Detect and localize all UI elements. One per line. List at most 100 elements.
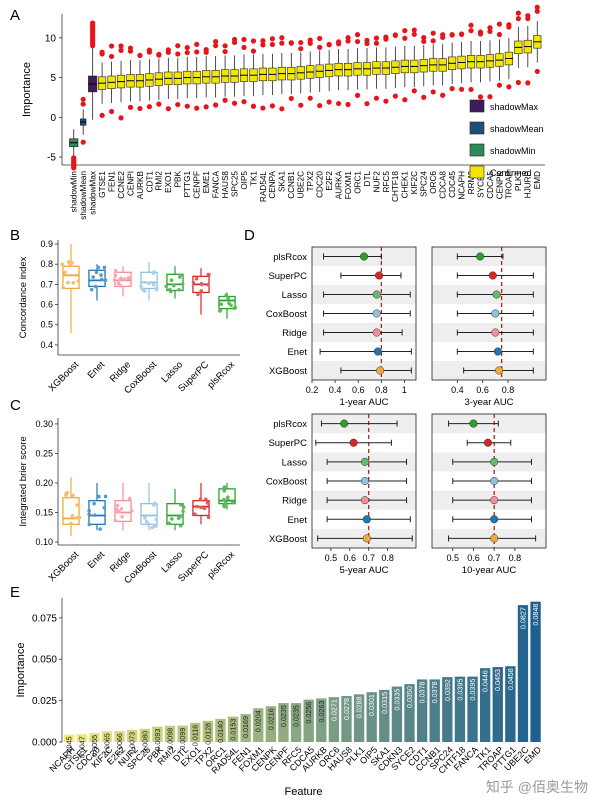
bar-value-label: 0.0216 — [266, 708, 275, 730]
data-point — [226, 296, 230, 300]
model-label: Ridge — [282, 328, 307, 339]
x-tick-label: ORC6 — [429, 171, 438, 194]
bar-value-label: 0.0073 — [128, 732, 137, 754]
outlier-point — [156, 51, 162, 57]
outlier-point — [175, 101, 181, 108]
outlier-point — [487, 28, 493, 34]
data-point — [150, 525, 154, 530]
bar-nuf2 — [127, 729, 138, 742]
x-tick-label: PBK — [174, 170, 183, 187]
data-point — [178, 523, 183, 528]
outlier-point — [127, 104, 134, 110]
outlier-point — [336, 100, 342, 107]
bar-value-label: 0.0140 — [216, 721, 225, 743]
bar-cdkn3 — [391, 686, 403, 742]
x-tick-label: 0.6 — [352, 385, 365, 395]
x-tick-label: 0.8 — [502, 385, 515, 395]
bar-dtl — [177, 725, 188, 742]
bar-spc24 — [442, 677, 453, 742]
data-point — [204, 497, 208, 501]
y-tick-label: 0.5 — [40, 320, 53, 330]
data-point — [93, 284, 98, 289]
estimate-point — [360, 476, 369, 486]
estimate-point — [373, 347, 382, 356]
bar-rmi2 — [164, 725, 176, 742]
outlier-point — [317, 35, 323, 42]
data-point — [178, 275, 182, 279]
data-point — [119, 507, 124, 511]
y-tick-label: 0.30 — [35, 419, 53, 429]
estimate-point — [490, 496, 499, 505]
outlier-point — [354, 38, 361, 45]
outlier-point — [118, 115, 124, 121]
bar-value-label: 0.0458 — [506, 668, 515, 690]
data-point — [154, 524, 158, 528]
estimate-point — [491, 328, 500, 337]
outlier-point — [515, 79, 521, 86]
bar-rfc5 — [290, 703, 302, 742]
bar-cdc20 — [89, 732, 100, 742]
bar-emd — [530, 601, 541, 742]
estimate-point — [359, 252, 369, 261]
data-point — [147, 281, 151, 286]
model-label: SuperPC — [268, 271, 307, 282]
bar-ube2c — [517, 605, 529, 742]
data-point — [194, 276, 199, 281]
y-axis-title: Importance — [15, 642, 27, 697]
x-tick-label: TK1 — [249, 171, 258, 186]
estimate-point — [490, 476, 499, 486]
bar-value-label: 0.0235 — [292, 705, 301, 727]
y-tick-label: 0.25 — [35, 448, 53, 458]
watermark: 知乎 @佰奥生物 — [486, 779, 588, 795]
data-point — [193, 512, 197, 516]
outlier-point — [411, 27, 417, 33]
x-axis-title: 5-year AUC — [339, 565, 388, 576]
x-tick-label: CDCA5 — [486, 171, 495, 199]
bar-value-label: 0.0099 — [178, 728, 187, 750]
x-tick-label: 0.2 — [306, 385, 319, 395]
estimate-point — [362, 534, 371, 543]
outlier-point — [298, 102, 304, 108]
data-point — [118, 283, 123, 288]
data-point — [70, 513, 75, 518]
bar-tpx2 — [202, 720, 213, 742]
outlier-point — [80, 101, 86, 107]
outlier-point — [99, 51, 105, 57]
outlier-point — [345, 35, 351, 41]
x-tick-label: SYCE2 — [476, 171, 485, 198]
x-axis-title: Feature — [285, 786, 323, 798]
bar-value-label: 0.0395 — [468, 679, 477, 701]
bar-orc6 — [328, 697, 340, 742]
outlier-point — [146, 104, 153, 110]
data-point — [61, 285, 65, 290]
estimate-point — [340, 419, 349, 428]
x-tick-label: 0.6 — [344, 553, 357, 563]
data-point — [222, 504, 227, 509]
outlier-point — [194, 41, 200, 47]
outlier-point — [250, 103, 257, 109]
data-point — [103, 278, 108, 282]
data-point — [69, 521, 73, 526]
outlier-point — [506, 24, 512, 30]
bar-value-label: 0.0116 — [191, 725, 200, 746]
data-point — [120, 514, 125, 519]
x-tick-label: CDC20 — [316, 171, 325, 198]
outlier-point — [383, 36, 389, 42]
data-point — [206, 515, 211, 520]
bar-value-label: 0.0378 — [430, 681, 439, 703]
panel-label-b: B — [10, 227, 20, 244]
legend-swatch-shadowmin — [469, 143, 485, 157]
data-point — [196, 292, 200, 297]
outlier-point — [175, 51, 181, 57]
x-tick-label: XGBoost — [46, 549, 81, 584]
data-point — [102, 265, 107, 270]
legend-label: shadowMean — [490, 124, 544, 134]
data-point — [103, 494, 108, 499]
legend-label: shadowMin — [490, 146, 536, 156]
data-point — [167, 521, 171, 525]
bar-value-label: 0.0169 — [241, 716, 250, 738]
bar-pttg1 — [505, 666, 516, 742]
x-tick-label: FEN1 — [107, 171, 116, 192]
bar-value-label: 0.0047 — [77, 736, 86, 758]
estimate-point — [490, 534, 499, 543]
